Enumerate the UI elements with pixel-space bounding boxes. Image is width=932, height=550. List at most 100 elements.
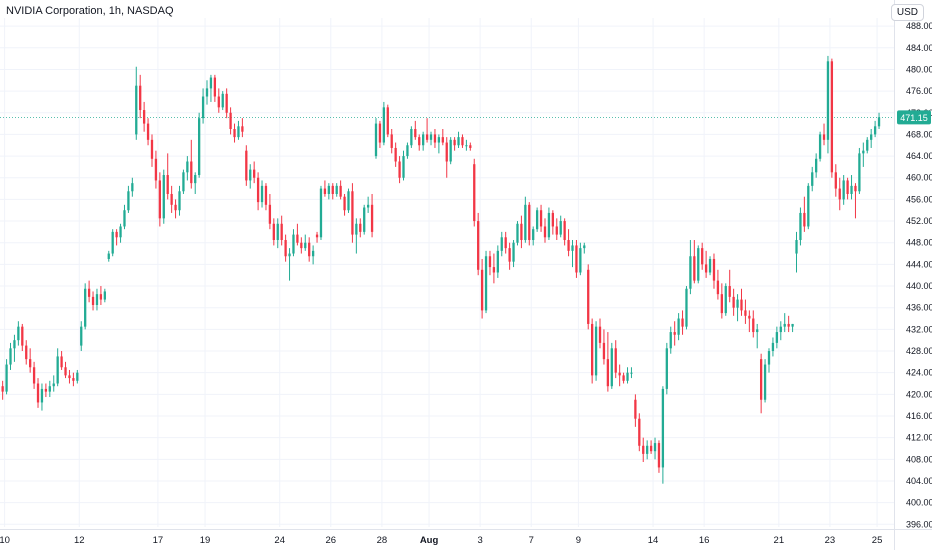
candle-down [759,359,763,400]
candle-down [712,258,716,281]
y-tick-label: 420.00 [906,389,932,399]
candle-up [779,326,782,333]
x-tick-label: 25 [872,535,883,546]
candle-up [677,318,680,335]
candle-down [91,296,95,305]
candle-down [87,288,91,297]
candle-up [201,96,205,119]
candle-down [846,180,849,194]
candle-down [551,212,554,227]
candle-down [555,226,558,235]
candle-down [539,210,543,227]
candle-up [571,245,574,251]
candle-down [174,204,177,211]
candle-up [630,372,633,374]
candle-up [818,134,822,159]
symbol-title[interactable]: NVIDIA Corporation, 1h, NASDAQ [6,5,174,17]
candle-down [213,77,217,97]
candle-down [488,256,492,268]
candle-up [724,286,727,314]
y-tick-label: 488.00 [906,21,932,31]
candle-up [736,299,739,308]
candle-down [60,356,63,368]
x-tick-label: 12 [74,535,85,546]
candle-down [649,445,653,452]
candle-up [665,348,668,389]
y-tick-label: 396.00 [906,519,932,529]
candle-down [606,359,610,387]
candle-down [567,240,570,251]
y-tick-label: 448.00 [906,238,932,248]
candle-up [532,229,535,241]
candle-down [370,204,374,232]
candle-up [374,123,378,157]
candle-up [127,191,130,211]
candle-down [425,134,429,140]
y-tick-label: 452.00 [906,216,932,226]
candle-down [253,169,256,178]
candle-down [469,145,472,148]
candle-down [622,375,625,381]
candle-down [634,399,637,419]
candle-down [720,294,723,314]
candle-down [154,158,158,181]
candle-down [787,323,790,327]
candle-down [618,372,621,376]
candle-up [76,372,79,381]
candle-up [205,88,209,97]
candle-up [237,126,240,138]
candle-down [398,161,401,178]
candle-up [103,291,106,300]
candle-up [422,134,425,146]
x-tick-label: 26 [326,535,337,546]
x-tick-label: Aug [420,535,439,546]
candle-down [520,223,523,241]
candle-down [638,418,641,446]
candle-up [807,185,810,227]
candle-up [524,204,527,241]
candle-down [642,445,645,454]
candle-up [260,185,264,203]
candle-up [516,223,519,243]
candle-up [653,443,657,452]
candle-down [72,378,75,381]
candle-down [602,342,606,360]
y-tick-label: 404.00 [906,476,932,486]
candle-down [418,137,421,146]
candle-down [704,264,708,273]
y-tick-label: 424.00 [906,368,932,378]
candle-up [84,288,87,327]
candle-up [826,61,830,140]
candle-down [115,231,118,238]
x-tick-label: 17 [153,535,164,546]
candle-up [311,250,315,257]
y-tick-label: 408.00 [906,454,932,464]
candle-up [95,294,99,305]
candle-up [457,137,460,146]
y-tick-label: 444.00 [906,259,932,269]
candle-up [795,240,798,254]
candle-up [5,364,8,392]
candle-up [870,134,873,140]
candle-up [535,210,539,230]
candle-down [256,177,260,203]
candle-up [594,326,598,376]
candle-down [229,112,232,130]
x-tick-label: 24 [274,535,285,546]
last-price-badge [897,110,931,125]
x-tick-label: 23 [825,535,836,546]
x-tick-label: 21 [774,535,785,546]
candle-down [614,348,617,373]
y-tick-label: 468.00 [906,129,932,139]
candle-up [791,323,794,327]
y-tick-label: 400.00 [906,498,932,508]
candle-up [799,212,802,241]
currency-button[interactable]: USD [890,4,924,21]
candle-up [866,139,869,151]
candle-up [429,134,433,140]
candle-up [402,156,405,178]
candle-up [708,258,712,273]
candle-up [697,248,700,281]
